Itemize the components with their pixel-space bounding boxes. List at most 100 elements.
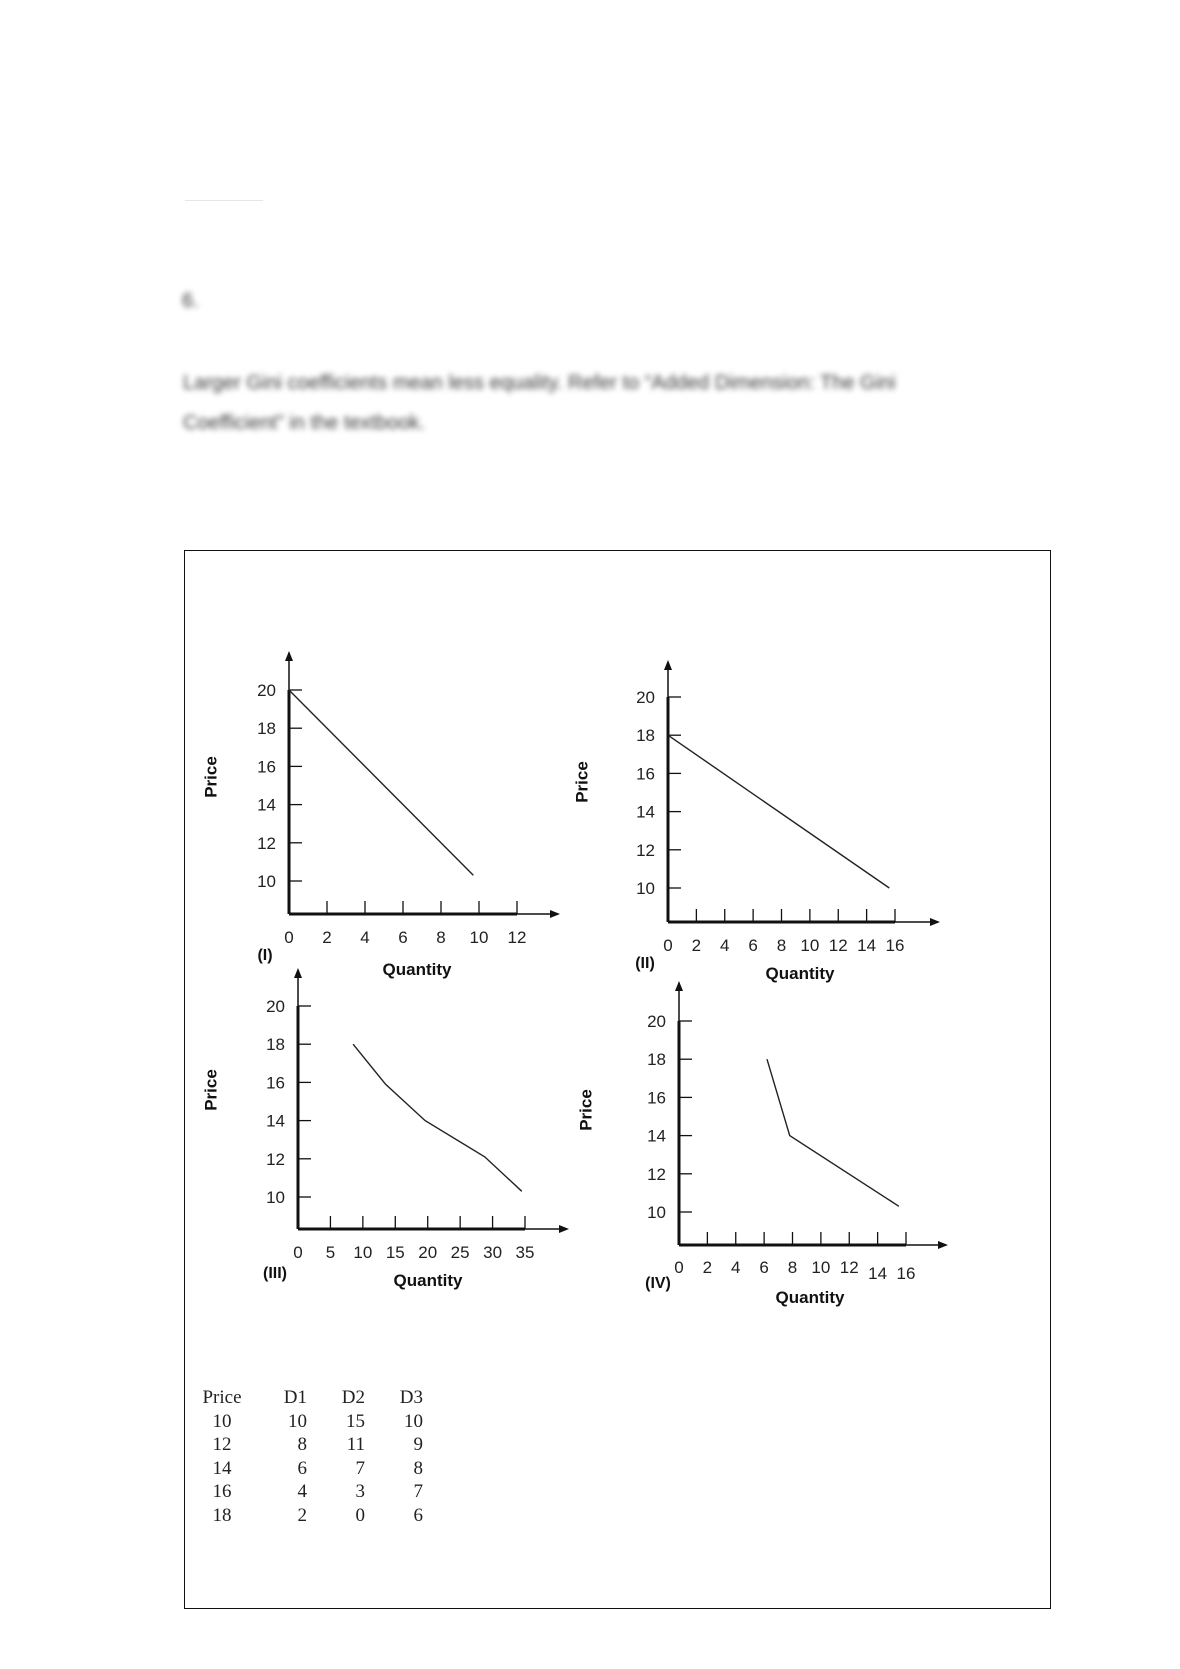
table-cell: 4: [297, 1481, 308, 1502]
table-cell: 8: [297, 1434, 308, 1455]
chart-4-x-tick-label: 8: [788, 1258, 797, 1277]
chart-3-y-tick-label: 10: [266, 1188, 285, 1207]
chart-3-y-tick-label: 14: [266, 1112, 285, 1131]
table-cell: 7: [413, 1481, 424, 1502]
chart-4-x-tick-label: 4: [731, 1258, 740, 1277]
chart-3-x-tick-label: 5: [326, 1243, 335, 1262]
chart-1-x-tick-label: 12: [508, 928, 527, 947]
table-cell: 8: [413, 1457, 424, 1479]
chart-3-y-axis-title: Price: [201, 1069, 220, 1111]
chart-1-y-tick-label: 20: [257, 681, 276, 700]
chart-2-y-tick-label: 20: [636, 688, 655, 707]
chart-3-x-tick-label: 10: [353, 1243, 372, 1262]
chart-4-demand-curve: [766, 1059, 900, 1207]
chart-3-x-tick-label: 20: [418, 1243, 437, 1262]
chart-1-x-tick-label: 10: [470, 928, 489, 947]
chart-3-x-axis-title: Quantity: [394, 1271, 463, 1290]
chart-3-x-tick-label: 15: [386, 1243, 405, 1262]
chart-3-y-tick-label: 20: [266, 997, 285, 1016]
chart-2-x-tick-label: 14: [857, 936, 876, 955]
header-d3: D3: [399, 1387, 423, 1408]
table-row: 10 10 15 10: [195, 1410, 424, 1434]
chart-4-y-tick-label: 12: [647, 1165, 666, 1184]
chart-3-x-tick-label: 30: [483, 1243, 502, 1262]
table-cell: 9: [413, 1434, 424, 1455]
figure-frame: [184, 550, 1051, 1609]
chart-4-x-tick-label: 16: [897, 1264, 916, 1283]
table-row: 12 8 11 9: [195, 1433, 424, 1457]
chart-4-x-tick-label: 10: [811, 1258, 830, 1277]
table-header-row: Price D1 D2 D3: [195, 1386, 423, 1410]
chart-1-y-tick-label: 16: [257, 757, 276, 776]
table-cell: 15: [346, 1410, 365, 1432]
table-row: 18 2 0 6: [195, 1504, 424, 1528]
chart-1-x-tick-label: 4: [360, 928, 369, 947]
chart-1-x-tick-label: 6: [398, 928, 407, 947]
answer-line-2: Coefficient” in the textbook.: [183, 412, 425, 434]
chart-2-y-axis-title: Price: [572, 761, 591, 803]
chart-1-y-tick-label: 12: [257, 834, 276, 853]
chart-3-x-tick-label: 0: [293, 1243, 302, 1262]
chart-4-y-tick-label: 14: [647, 1127, 666, 1146]
table-row: 16 4 3 7: [195, 1480, 424, 1504]
header-rule: [185, 200, 263, 201]
chart-1-y-tick-label: 18: [257, 719, 276, 738]
chart-4-y-axis-title: Price: [576, 1089, 595, 1131]
chart-2-x-tick-label: 12: [829, 936, 848, 955]
chart-4-y-tick-label: 20: [647, 1012, 666, 1031]
chart-3-y-tick-label: 12: [266, 1150, 285, 1169]
header-d1: D1: [283, 1387, 307, 1408]
chart-4-x-tick-label: 2: [703, 1258, 712, 1277]
chart-1-demand-curve: [288, 689, 474, 876]
chart-1-panel-label: (I): [257, 947, 272, 964]
chart-2-demand-curve: [667, 734, 890, 889]
chart-2-x-tick-label: 2: [692, 936, 701, 955]
chart-1-x-tick-label: 8: [436, 928, 445, 947]
table-cell: 7: [355, 1457, 366, 1479]
chart-2-x-tick-label: 6: [748, 936, 757, 955]
chart-3-x-tick-label: 35: [516, 1243, 535, 1262]
table-cell: 12: [212, 1434, 232, 1455]
chart-4-panel-label: (IV): [645, 1275, 671, 1292]
chart-1-x-axis-title: Quantity: [383, 960, 452, 979]
chart-2-x-tick-label: 16: [886, 936, 905, 955]
table-cell: 10: [212, 1410, 232, 1432]
chart-4-x-tick-label: 6: [759, 1258, 768, 1277]
table-cell: 0: [355, 1504, 366, 1526]
table-cell: 14: [212, 1457, 232, 1479]
chart-4-y-tick-label: 10: [647, 1203, 666, 1222]
table-cell: 3: [355, 1481, 366, 1502]
chart-3-y-tick-label: 16: [266, 1073, 285, 1092]
table-row: 14 6 7 8: [195, 1457, 424, 1481]
chart-4-x-tick-label: 12: [840, 1258, 859, 1277]
table-cell: 18: [212, 1504, 232, 1526]
chart-1-y-tick-label: 10: [257, 872, 276, 891]
question-number: 6.: [182, 290, 199, 312]
chart-4-x-tick-label: 14: [868, 1264, 887, 1283]
chart-3-x-tick-label: 25: [451, 1243, 470, 1262]
chart-4-y-tick-label: 18: [647, 1050, 666, 1069]
chart-2-x-axis-title: Quantity: [766, 964, 835, 983]
chart-4-x-axis-title: Quantity: [776, 1288, 845, 1307]
chart-4-x-tick-label: 0: [674, 1258, 683, 1277]
chart-2-x-tick-label: 8: [777, 936, 786, 955]
chart-2-x-tick-label: 0: [663, 936, 672, 955]
table-cell: 10: [288, 1410, 307, 1432]
chart-2-y-tick-label: 12: [636, 841, 655, 860]
chart-2-y-tick-label: 10: [636, 879, 655, 898]
header-d2: D2: [341, 1387, 365, 1408]
chart-1-y-tick-label: 14: [257, 796, 276, 815]
chart-1-x-tick-label: 0: [284, 928, 293, 947]
chart-2-x-tick-label: 10: [800, 936, 819, 955]
chart-2-y-tick-label: 14: [636, 803, 655, 822]
chart-2-panel-label: (II): [635, 955, 655, 972]
chart-2-y-tick-label: 16: [636, 764, 655, 783]
chart-4-y-tick-label: 16: [647, 1088, 666, 1107]
chart-3-panel-label: (III): [263, 1265, 287, 1282]
answer-line-1: Larger Gini coefficients mean less equal…: [183, 372, 896, 394]
chart-2-x-tick-label: 4: [720, 936, 729, 955]
header-price: Price: [202, 1387, 242, 1408]
chart-3-demand-curve: [352, 1043, 523, 1192]
table-cell: 6: [413, 1504, 424, 1526]
